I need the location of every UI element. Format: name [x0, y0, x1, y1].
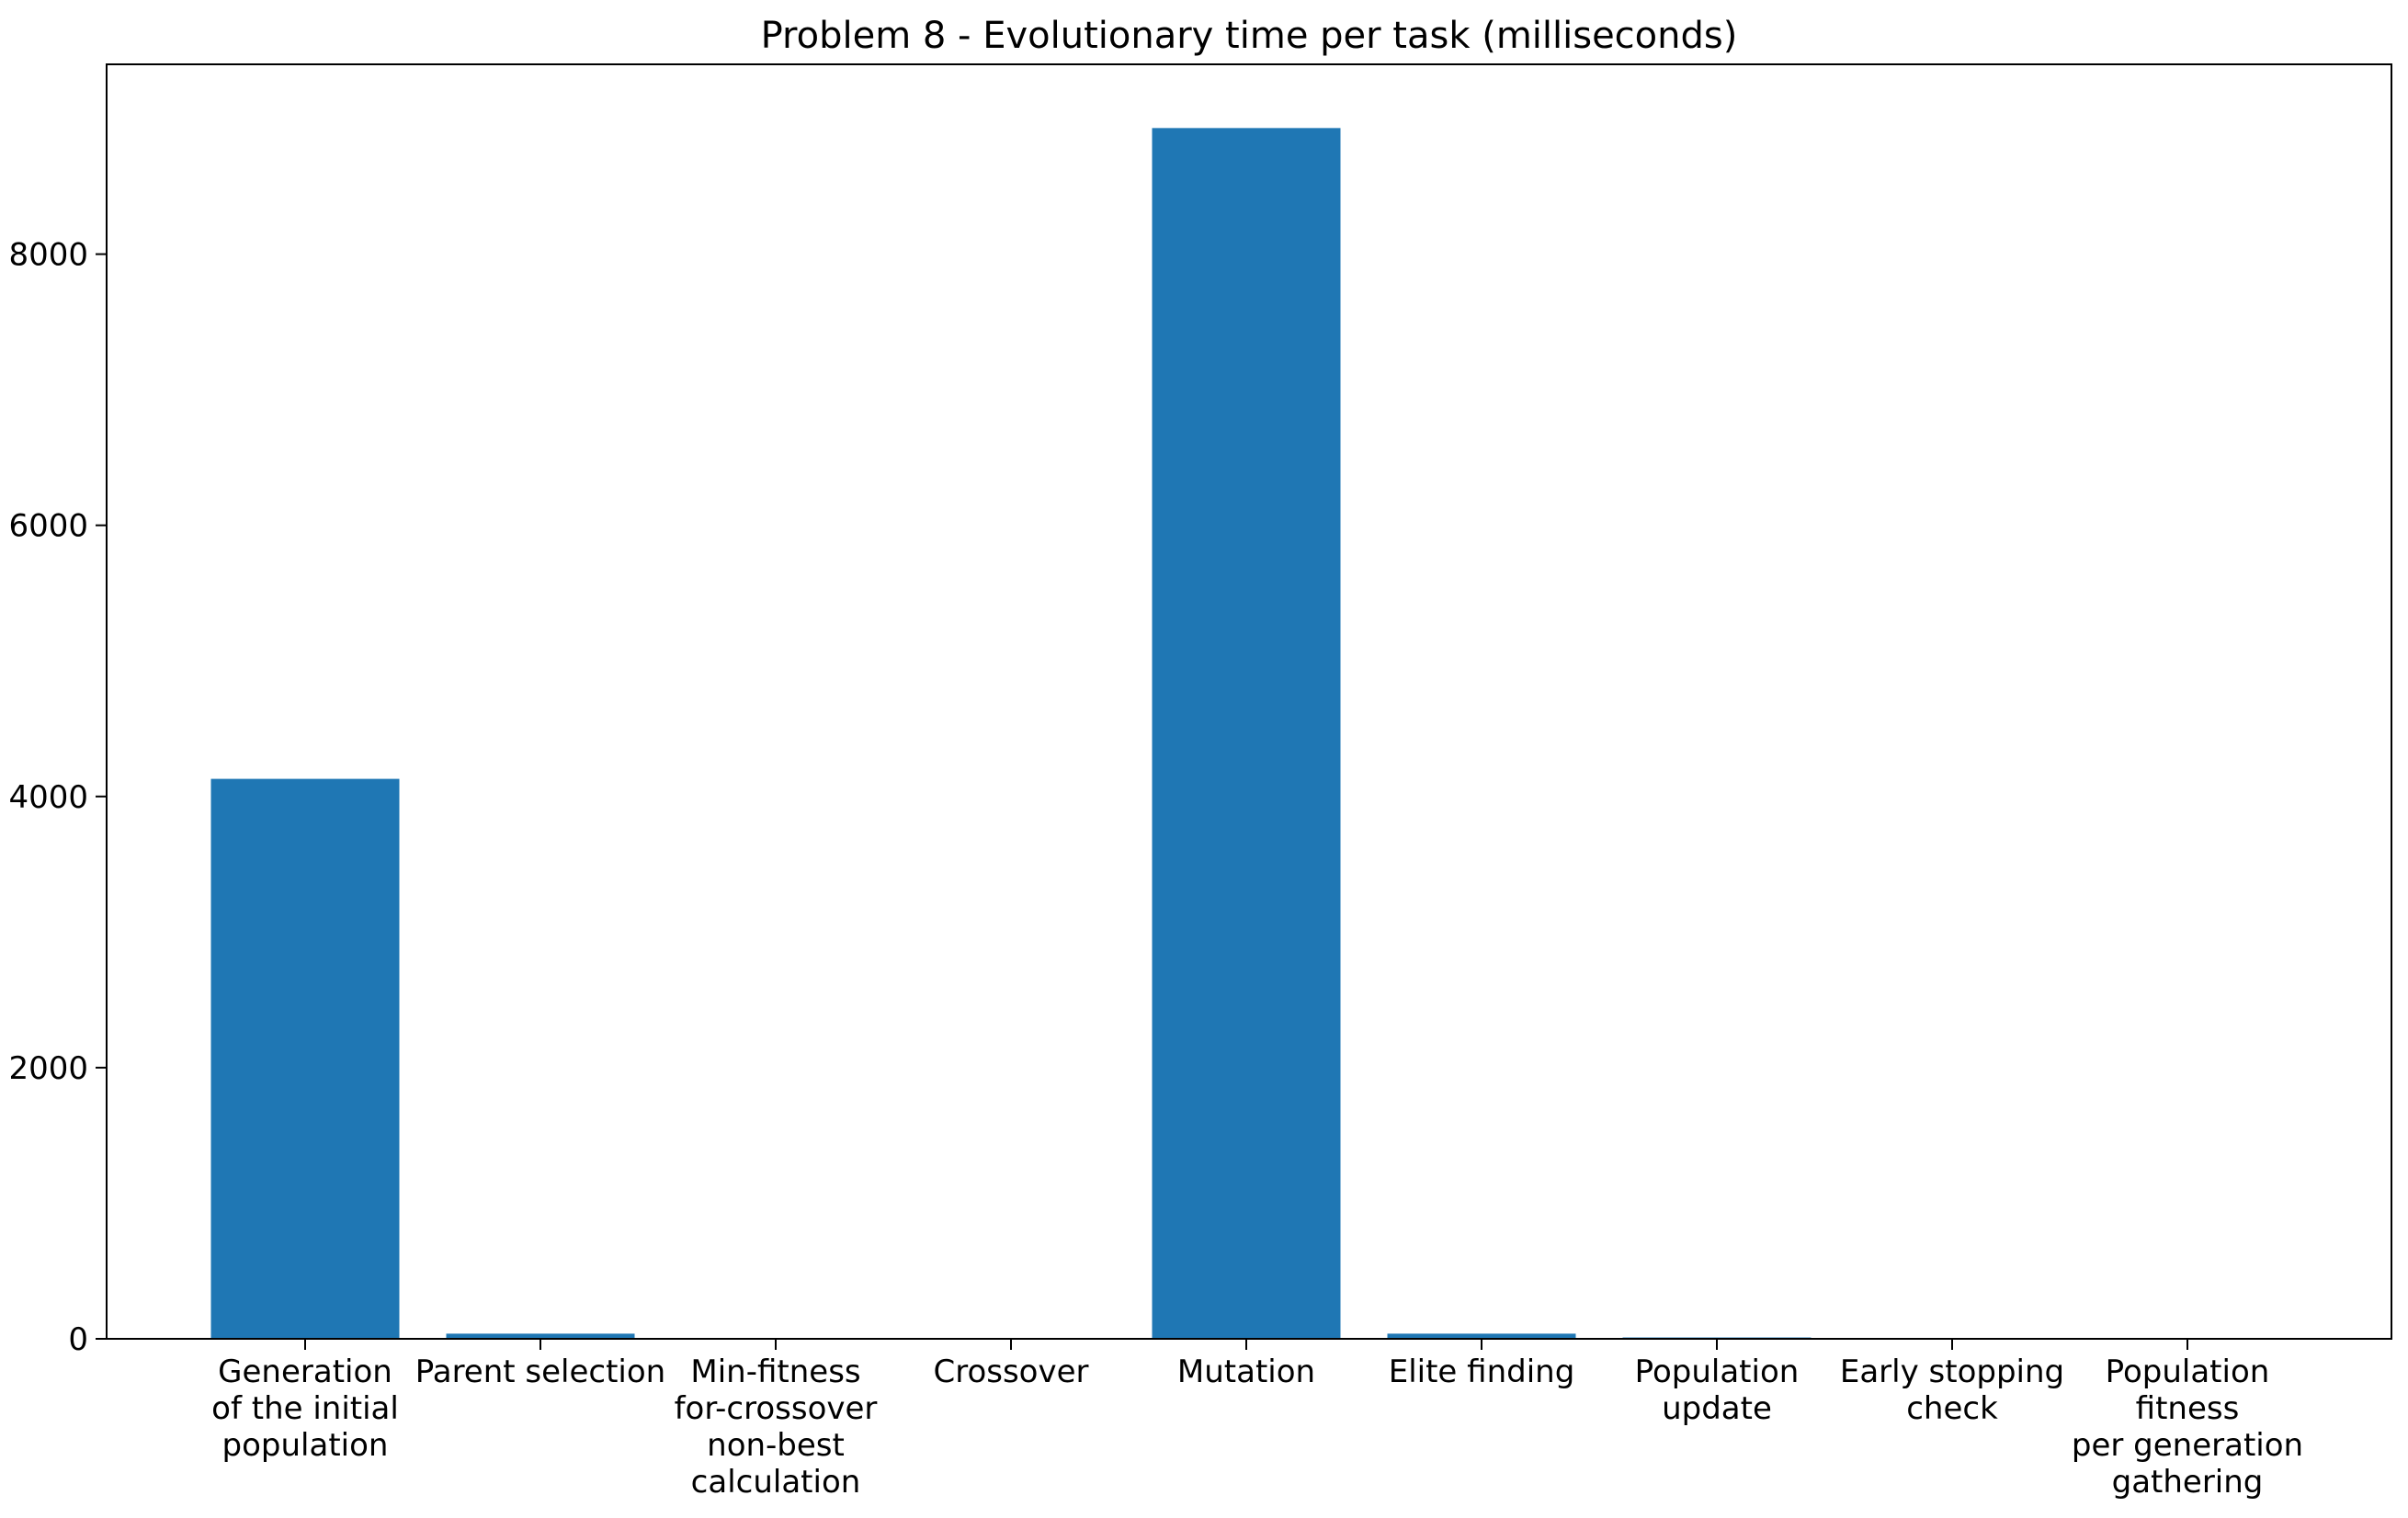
x-tick-label-3: Min-fitness for-crossover non-best calculat… [675, 1354, 878, 1501]
bar-5 [1152, 128, 1341, 1340]
x-axis: Generation of the initial population Parent… [211, 1339, 2303, 1501]
chart-title: Problem 8 - Evolutionary time per task (… [761, 15, 1738, 57]
bar-6 [1387, 1333, 1576, 1339]
y-tick-label-4000: 4000 [8, 779, 88, 816]
x-tick-label-9: Population fitness per generation gathering [2072, 1354, 2303, 1501]
bar-2 [446, 1333, 635, 1339]
y-tick-label-2000: 2000 [8, 1050, 88, 1087]
x-tick-label-4: Crossover [933, 1354, 1088, 1390]
x-tick-label-5: Mutation [1177, 1354, 1315, 1390]
x-tick-label-8: Early stopping check [1840, 1354, 2064, 1427]
y-tick-label-8000: 8000 [8, 237, 88, 274]
x-tick-label-1: Generation of the initial population [211, 1354, 399, 1464]
y-axis: 0 2000 4000 6000 8000 [8, 237, 107, 1358]
plot-frame [106, 63, 2392, 1340]
y-tick-label-0: 0 [68, 1321, 88, 1358]
x-tick-label-2: Parent selection [415, 1354, 665, 1390]
bars-group [210, 128, 2282, 1340]
x-tick-label-6: Elite finding [1389, 1354, 1575, 1390]
bar-1 [210, 778, 400, 1339]
x-tick-label-7: Population update [1635, 1354, 1800, 1427]
y-tick-label-6000: 6000 [8, 508, 88, 545]
